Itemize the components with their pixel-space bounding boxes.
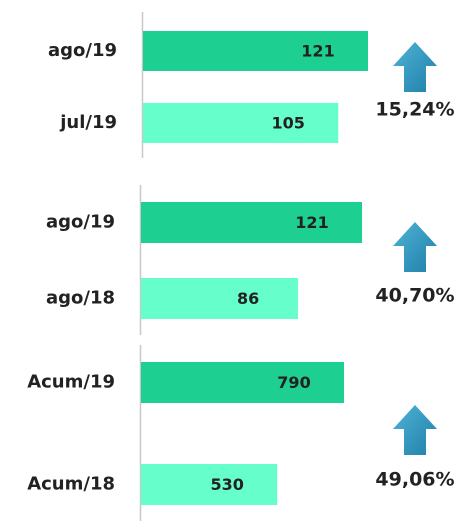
category-label: ago/18: [46, 288, 115, 309]
category-label: ago/19: [48, 40, 117, 61]
change-label: 15,24%: [375, 99, 454, 121]
category-label: Acum/18: [27, 474, 115, 495]
value-label: 121: [301, 42, 334, 61]
bar: [141, 278, 299, 319]
up-arrow: [393, 42, 437, 92]
bar: [141, 202, 362, 243]
category-label: ago/19: [46, 212, 115, 233]
value-label: 790: [277, 373, 310, 392]
category-label: Acum/19: [27, 372, 115, 393]
category-label: jul/19: [59, 112, 117, 133]
value-label: 530: [210, 475, 243, 494]
up-arrow: [393, 405, 437, 455]
change-label: 40,70%: [375, 285, 454, 307]
value-label: 86: [237, 289, 259, 308]
bar: [141, 362, 344, 403]
bar: [143, 103, 339, 143]
up-arrow: [393, 222, 437, 272]
bar: [141, 464, 278, 505]
value-label: 121: [295, 213, 328, 232]
bar: [143, 31, 368, 71]
value-label: 105: [272, 114, 305, 133]
change-label: 49,06%: [375, 469, 454, 491]
